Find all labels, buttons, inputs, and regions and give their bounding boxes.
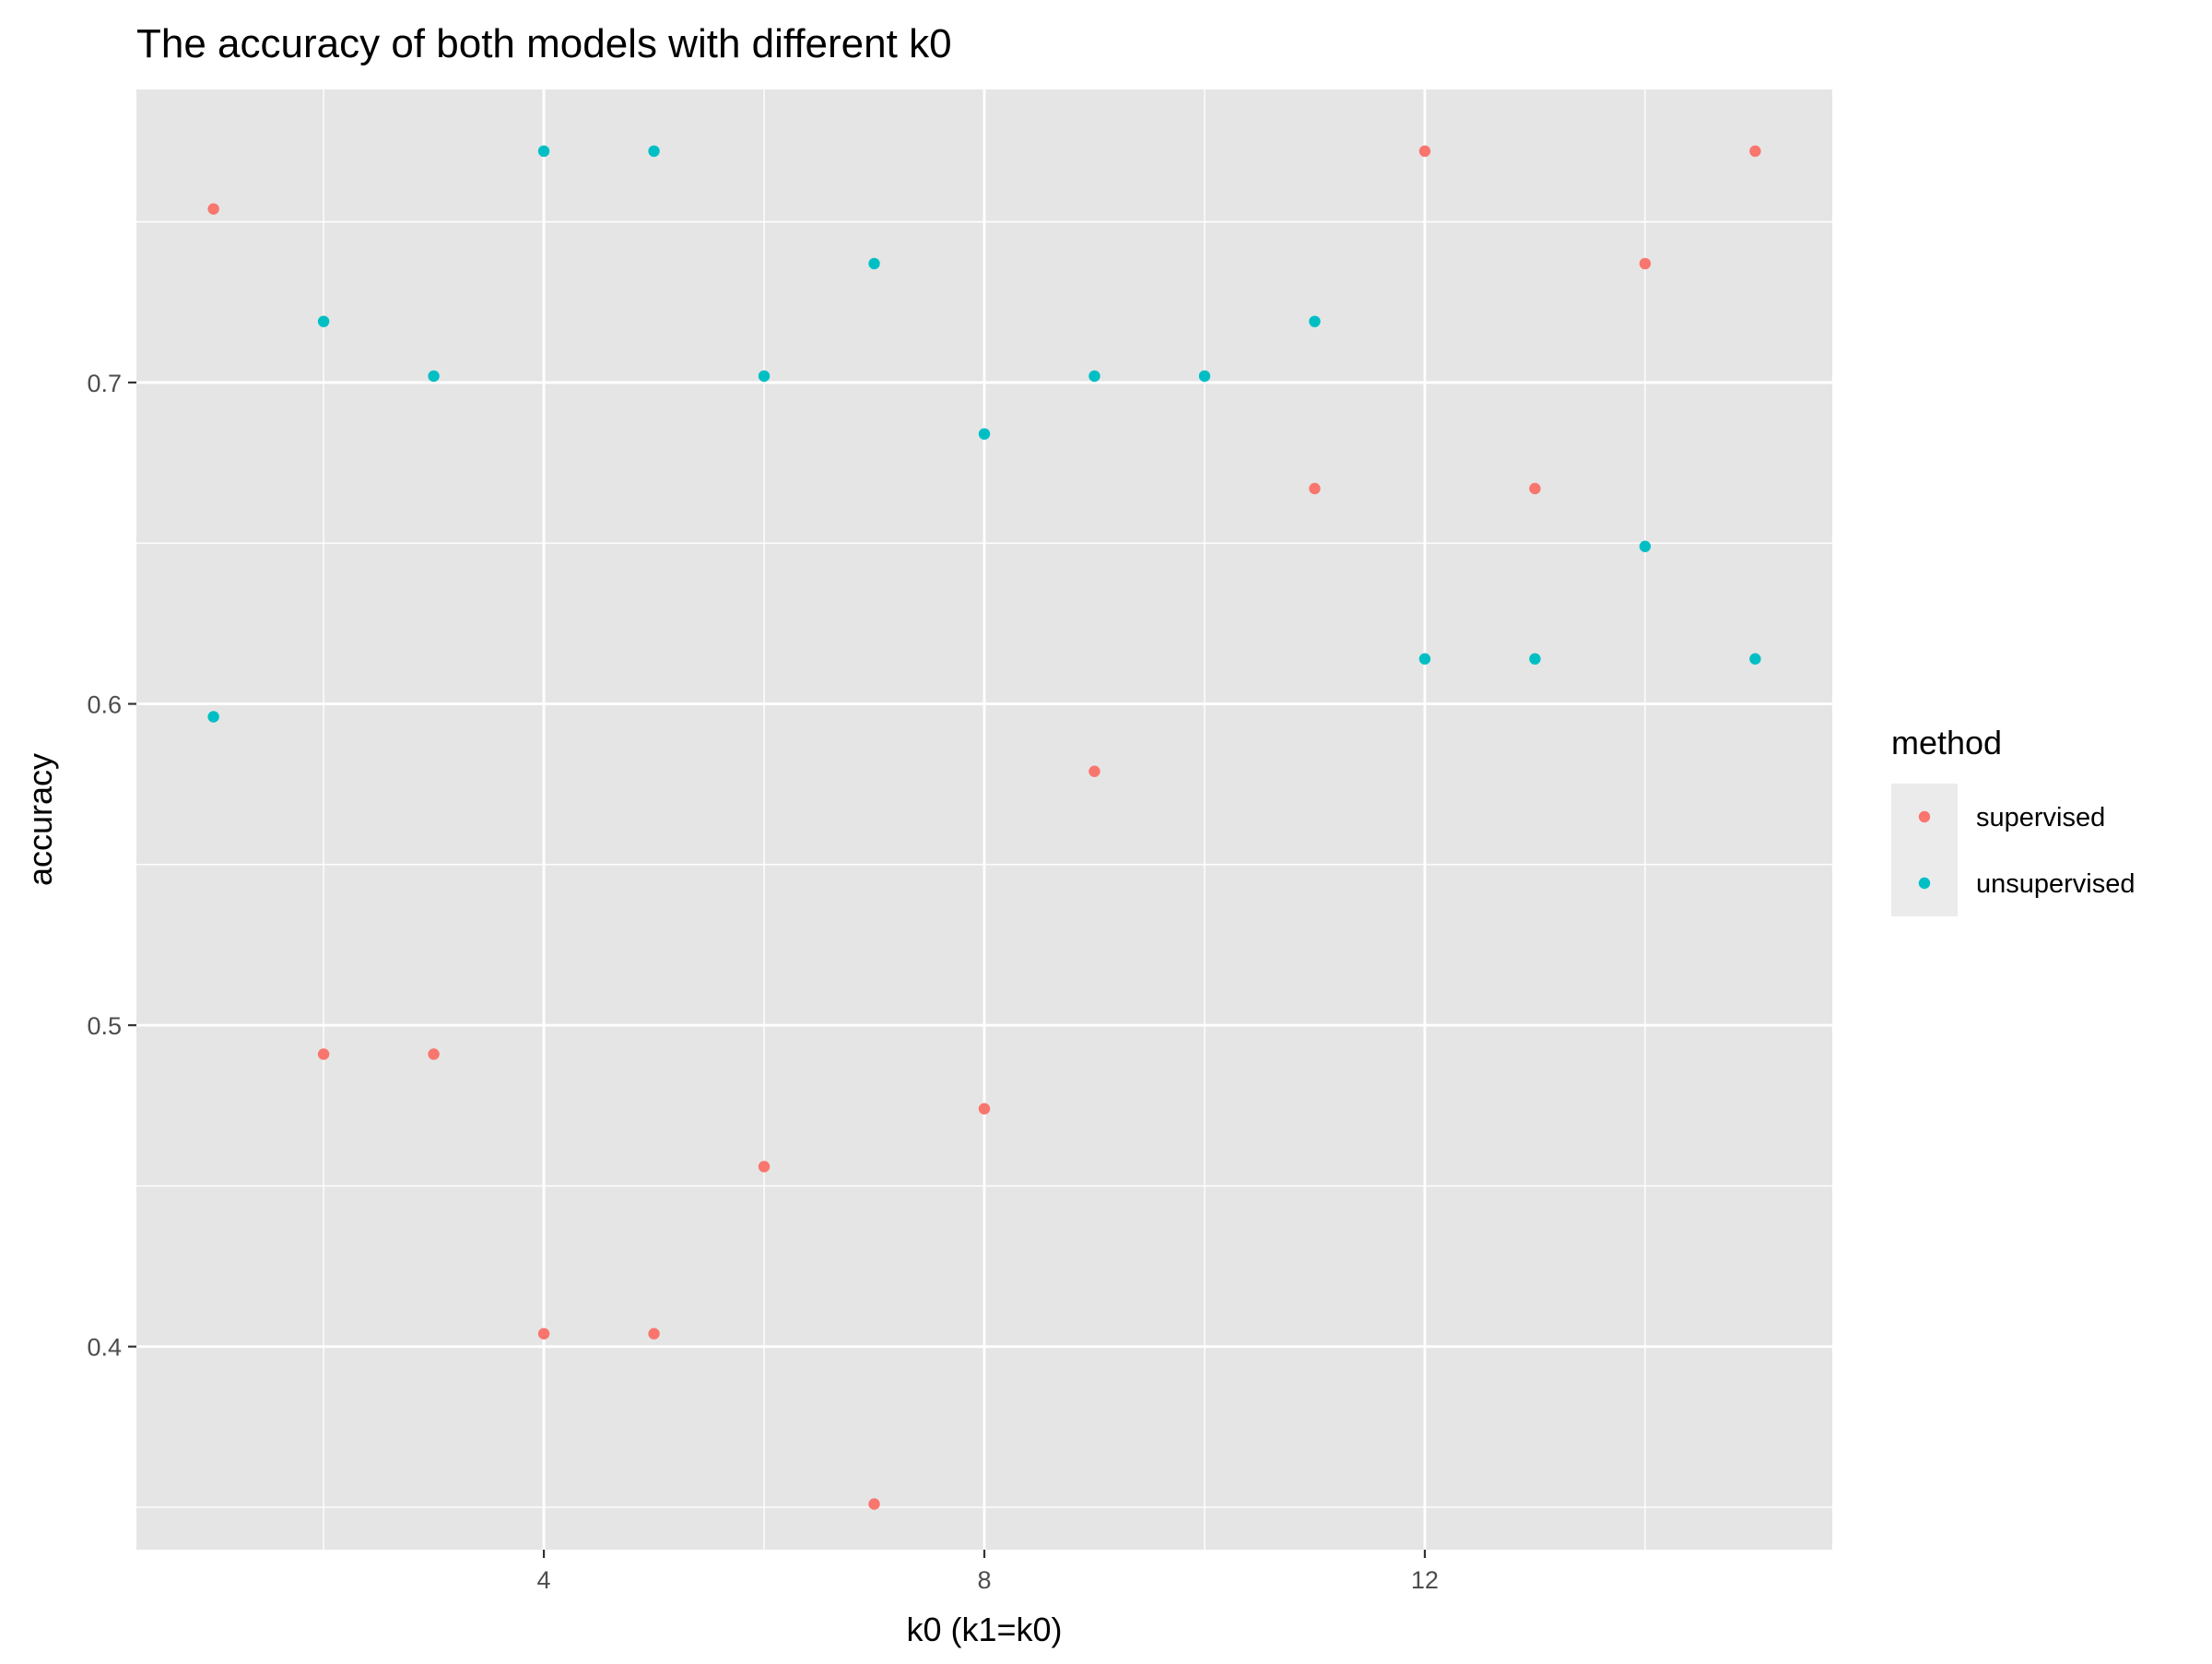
x-tick-label: 4 — [537, 1566, 551, 1594]
point-supervised — [537, 1328, 550, 1339]
point-supervised — [978, 1103, 991, 1115]
point-unsupervised — [1749, 653, 1761, 665]
point-supervised — [207, 203, 219, 215]
point-unsupervised — [537, 145, 550, 158]
legend-title: method — [1891, 724, 2002, 761]
point-unsupervised — [428, 370, 440, 383]
legend-items: supervised unsupervised — [1918, 803, 2136, 899]
point-supervised — [758, 1161, 771, 1173]
chart-title: The accuracy of both models with differe… — [136, 21, 952, 66]
y-tick-label: 0.4 — [87, 1334, 122, 1362]
major-gridlines — [136, 89, 1832, 1550]
point-unsupervised — [1418, 653, 1431, 665]
point-supervised — [1088, 765, 1100, 777]
y-tick-label: 0.7 — [87, 370, 122, 397]
y-tick-label: 0.5 — [87, 1012, 122, 1040]
point-unsupervised — [1529, 653, 1541, 665]
legend-label-unsupervised: unsupervised — [1976, 869, 2136, 899]
point-supervised — [317, 1048, 330, 1060]
x-axis-ticks: 4 8 12 — [537, 1550, 1439, 1594]
point-unsupervised — [1088, 370, 1100, 383]
point-unsupervised — [758, 370, 771, 383]
x-axis-title: k0 (k1=k0) — [906, 1611, 1062, 1648]
y-axis-title: accuracy — [21, 753, 59, 886]
legend-key-supervised — [1918, 810, 1931, 823]
point-supervised — [1418, 145, 1431, 158]
point-unsupervised — [207, 711, 219, 723]
legend-key-unsupervised — [1918, 877, 1931, 890]
legend-key-background — [1891, 784, 1958, 916]
point-supervised — [868, 1498, 880, 1510]
point-supervised — [1639, 257, 1652, 270]
legend: method supervised unsupervised — [1891, 724, 2136, 916]
point-supervised — [1309, 482, 1321, 495]
legend-label-supervised: supervised — [1976, 803, 2105, 832]
y-tick-label: 0.6 — [87, 691, 122, 719]
point-supervised — [1749, 145, 1761, 158]
point-unsupervised — [1198, 370, 1211, 383]
x-tick-label: 8 — [977, 1566, 991, 1594]
point-unsupervised — [317, 315, 330, 327]
point-unsupervised — [1309, 315, 1321, 327]
point-supervised — [648, 1328, 660, 1339]
data-points — [207, 145, 1761, 1510]
point-unsupervised — [868, 257, 880, 270]
point-unsupervised — [1639, 540, 1652, 552]
point-unsupervised — [648, 145, 660, 158]
point-supervised — [428, 1048, 440, 1060]
y-axis-ticks: 0.4 0.5 0.6 0.7 — [87, 370, 136, 1362]
x-tick-label: 12 — [1411, 1566, 1439, 1594]
point-unsupervised — [978, 428, 991, 440]
point-supervised — [1529, 482, 1541, 495]
